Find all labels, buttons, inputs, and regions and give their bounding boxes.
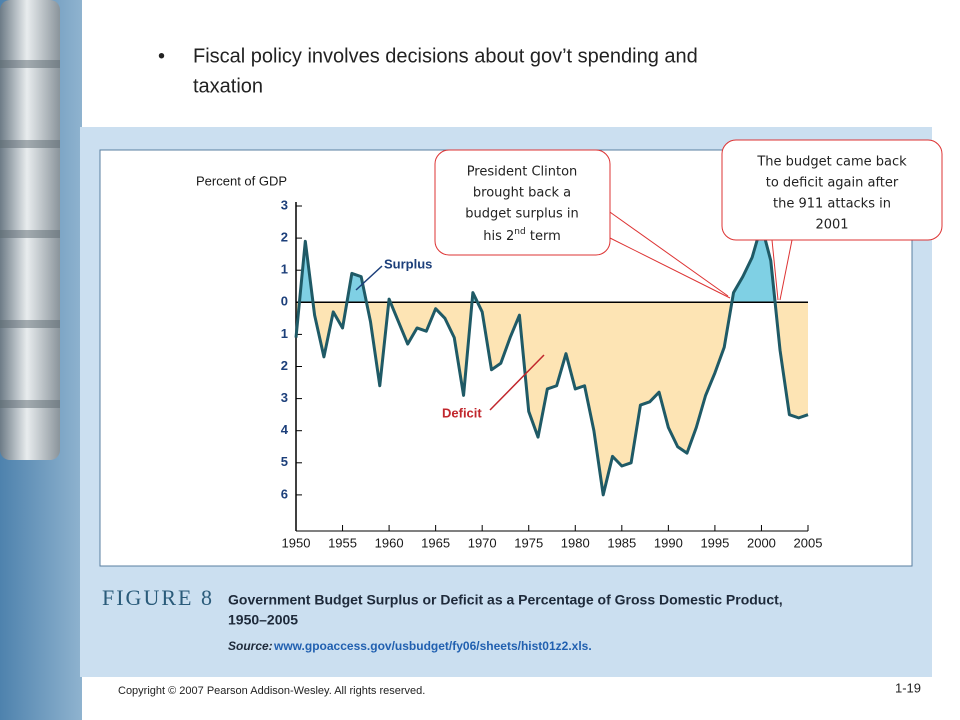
page-number: 1-19: [895, 680, 921, 695]
y-tick-label: 3: [281, 197, 288, 212]
y-tick-label: 5: [281, 454, 288, 469]
y-tick-label: 1: [281, 326, 288, 341]
y-axis-label: Percent of GDP: [196, 173, 287, 188]
bullet-text: Fiscal policy involves decisions about g…: [193, 45, 698, 67]
x-tick-label: 1975: [514, 535, 543, 550]
callout-box: [434, 149, 611, 256]
x-tick-label: 1985: [607, 535, 636, 550]
y-tick-label: 6: [281, 486, 288, 501]
caption: Government Budget Surplus or Deficit as …: [228, 592, 783, 608]
x-tick-label: 1965: [421, 535, 450, 550]
callout-line: [599, 204, 729, 297]
x-tick-label: 1980: [561, 535, 590, 550]
surplus-label: Surplus: [384, 256, 432, 271]
bullet-text: taxation: [193, 75, 263, 97]
callout-text: 2001: [815, 218, 848, 233]
callout-text: his 2: [483, 229, 514, 244]
source-label: Source:: [228, 639, 273, 653]
callout-text: The budget came back: [756, 155, 907, 170]
x-tick-label: 2000: [747, 535, 776, 550]
plot: 3 2 1 0 1 2 3 4 5 6 1950 1955 1960 1965 1970 1975 1980 19…: [281, 197, 823, 550]
callout-text: President Clinton: [467, 165, 578, 180]
y-tick-label: 0: [281, 294, 288, 309]
caption: 1950–2005: [228, 612, 298, 628]
callout-text: his 2nd term: [483, 227, 560, 244]
callout-text: term: [526, 229, 561, 244]
x-tick-label: 1960: [375, 535, 404, 550]
superscript: nd: [514, 227, 525, 237]
x-tick-label: 1995: [700, 535, 729, 550]
x-tick-label: 1990: [654, 535, 683, 550]
y-tick-label: 3: [281, 390, 288, 405]
x-tick-label: 1970: [468, 535, 497, 550]
x-tick-label: 1955: [328, 535, 357, 550]
source-url[interactable]: www.gpoaccess.gov/usbudget/fy06/sheets/h…: [273, 639, 592, 653]
y-tick-label: 4: [281, 422, 289, 437]
y-tick-label: 2: [281, 358, 288, 373]
callout-line: [609, 237, 731, 299]
surplus-arrow: [355, 265, 383, 291]
y-tick-label: 2: [281, 230, 288, 245]
callout-box: [721, 139, 943, 241]
coin-stack: [0, 0, 60, 460]
data-line: [294, 223, 809, 497]
bullet-dot: •: [158, 45, 165, 67]
callout-line: [771, 239, 779, 301]
x-tick-label: 2005: [794, 535, 823, 550]
x-tick-label: 1950: [282, 535, 311, 550]
callouts: his 2nd term President Clinton brought ba…: [465, 155, 907, 244]
area-surplus: [296, 225, 808, 303]
callout-text: to deficit again after: [766, 176, 899, 191]
callout-text: the 911 attacks in: [773, 197, 891, 212]
y-tick-label: 1: [281, 262, 288, 277]
callout-text: budget surplus in: [465, 207, 578, 222]
callout-line: [779, 239, 793, 301]
deficit-label: Deficit: [442, 405, 482, 420]
deficit-arrow: [489, 354, 545, 411]
copyright: Copyright © 2007 Pearson Addison-Wesley.…: [118, 685, 425, 697]
callout-text: brought back a: [473, 186, 571, 201]
figure-label: FIGURE 8: [102, 585, 214, 610]
